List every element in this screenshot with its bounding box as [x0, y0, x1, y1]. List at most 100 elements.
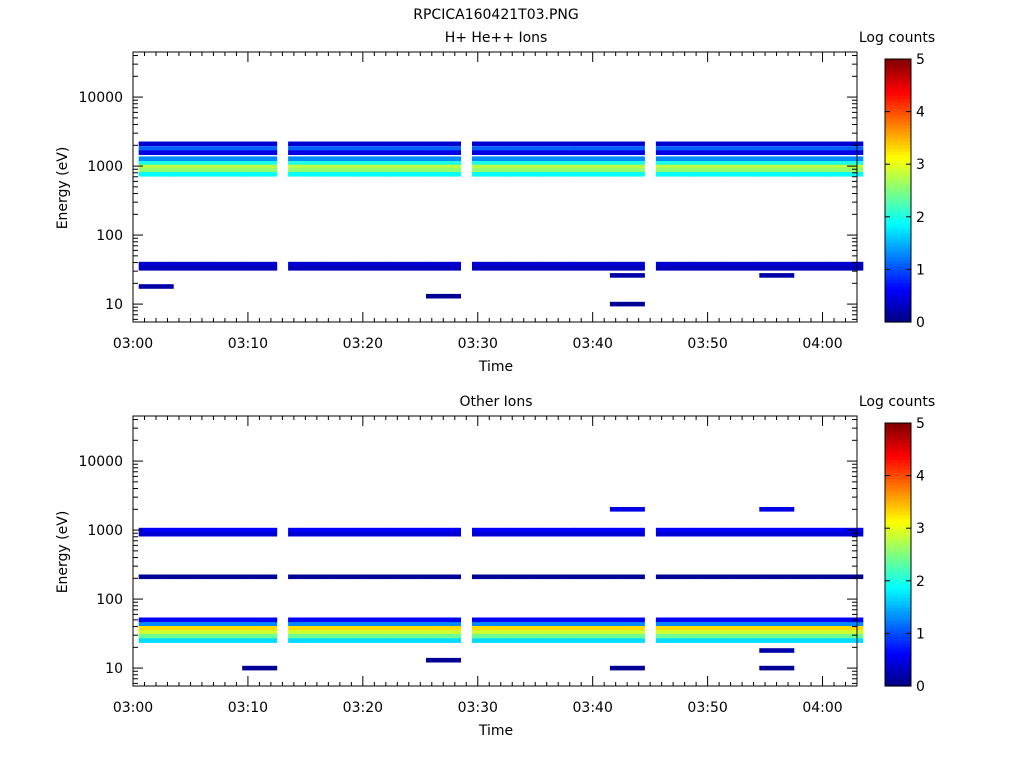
heatmap-cell: [541, 625, 576, 631]
colorbar-segment: [885, 256, 911, 261]
heatmap-cell: [391, 167, 427, 173]
colorbar-segment: [885, 105, 911, 109]
heatmap-cell: [506, 141, 542, 147]
heatmap-cell: [426, 293, 461, 299]
heatmap-cell: [391, 574, 427, 580]
heatmap-cell: [793, 638, 829, 643]
colorbar-segment: [885, 564, 911, 569]
heatmap-cell: [575, 531, 611, 537]
colorbar-segment: [885, 465, 911, 470]
heatmap-cell: [242, 266, 278, 271]
colorbar-segment: [885, 676, 911, 681]
heatmap-cell: [506, 527, 542, 533]
heatmap-cell: [322, 172, 358, 177]
heatmap-cell: [242, 146, 278, 151]
heatmap-cell: [173, 574, 209, 580]
colorbar-segment: [885, 279, 911, 284]
colorbar-segment: [885, 95, 911, 100]
colorbar-segment: [885, 475, 911, 480]
heatmap-cell: [690, 531, 726, 537]
heatmap-cell: [322, 261, 358, 267]
colorbar-segment: [885, 653, 911, 658]
x-tick-label: 03:00: [113, 700, 153, 716]
heatmap-cell: [609, 621, 645, 626]
heatmap-cell: [609, 630, 645, 635]
colorbar-segment: [885, 62, 911, 67]
heatmap-cell: [472, 621, 507, 626]
colorbar-segment: [885, 285, 911, 290]
heatmap-cell: [828, 160, 864, 165]
colorbar-segment: [885, 131, 911, 136]
colorbar-segment: [885, 643, 911, 648]
colorbar-segment: [885, 101, 911, 106]
colorbar-segment: [885, 515, 911, 519]
heatmap-cell: [357, 141, 393, 147]
colorbar-frame: [884, 422, 912, 687]
heatmap-cell: [828, 531, 864, 537]
colorbar-segment: [885, 266, 911, 270]
colorbar-tick-label: 2: [916, 210, 925, 226]
heatmap-cell: [173, 167, 209, 173]
heatmap-cell: [173, 617, 209, 623]
heatmap-cell: [690, 156, 726, 161]
heatmap-cell: [828, 617, 864, 623]
heatmap-cell: [609, 617, 645, 623]
heatmap-cell: [690, 633, 726, 639]
colorbar-segment: [885, 534, 911, 539]
heatmap-cell: [609, 266, 645, 271]
colorbar-segment: [885, 160, 911, 165]
heatmap-cell: [391, 146, 427, 151]
colorbar-segment: [885, 167, 911, 172]
heatmap-cell: [357, 146, 393, 151]
heatmap-cell: [322, 527, 358, 533]
heatmap-cell: [207, 527, 243, 533]
colorbar-label: Log counts: [859, 394, 935, 410]
colorbar-segment: [885, 164, 911, 169]
heatmap-cell: [793, 172, 829, 177]
colorbar-segment: [885, 190, 911, 195]
y-tick-label: 100: [96, 592, 123, 608]
heatmap-cell: [828, 638, 864, 643]
heatmap-cell: [759, 273, 795, 278]
heatmap-cell: [609, 146, 645, 151]
heatmap-cell: [173, 141, 209, 147]
heatmap-cell: [426, 625, 461, 631]
heatmap-cell: [575, 167, 611, 173]
heatmap-cell: [506, 150, 542, 155]
colorbar-segment: [885, 488, 911, 493]
heatmap-cell: [609, 141, 645, 147]
heatmap-cell: [655, 527, 691, 533]
heatmap-cell: [609, 507, 645, 512]
heatmap-cell: [173, 261, 209, 267]
colorbar-segment: [885, 469, 911, 473]
colorbar-tick-label: 2: [916, 574, 925, 590]
colorbar-segment: [885, 213, 911, 218]
heatmap-cell: [322, 621, 358, 626]
heatmap-cell: [609, 638, 645, 643]
heatmap-cell: [541, 261, 576, 267]
heatmap-cell: [575, 160, 611, 165]
colorbar-segment: [885, 593, 911, 598]
heatmap-cell: [506, 156, 542, 161]
heatmap-cell: [724, 266, 760, 271]
x-tick-label: 03:00: [113, 336, 153, 352]
heatmap-cell: [322, 630, 358, 635]
heatmap-cell: [173, 638, 209, 643]
colorbar-segment: [885, 236, 911, 241]
heatmap-cell: [322, 633, 358, 639]
heatmap-cell: [609, 261, 645, 267]
colorbar-segment: [885, 511, 911, 516]
heatmap-cell: [472, 630, 507, 635]
heatmap-cell: [690, 261, 726, 267]
heatmap-cell: [506, 160, 542, 165]
colorbar-segment: [885, 68, 911, 73]
heatmap-cell: [828, 146, 864, 151]
heatmap-cell: [506, 266, 542, 271]
heatmap-cell: [655, 141, 691, 147]
heatmap-cell: [793, 156, 829, 161]
heatmap-cell: [173, 160, 209, 165]
heatmap-cell: [207, 617, 243, 623]
colorbar-segment: [885, 544, 911, 549]
heatmap-cell: [575, 574, 611, 580]
heatmap-cell: [173, 531, 209, 537]
